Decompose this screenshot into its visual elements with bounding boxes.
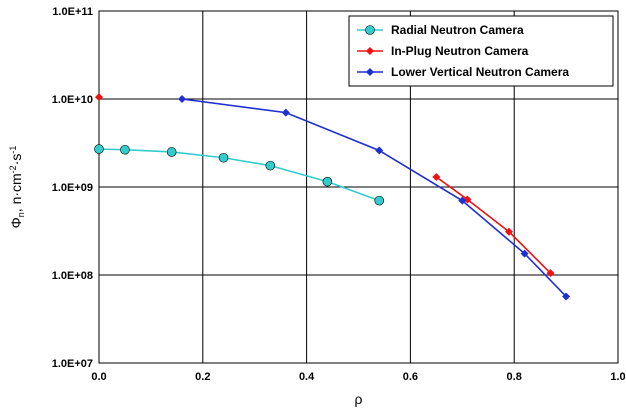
legend-item-radial-neutron-camera: Radial Neutron Camera (357, 23, 524, 37)
series-radial-neutron-camera-point (218, 152, 229, 163)
series-lower-vertical-neutron-camera-point (178, 95, 187, 103)
y-axis-title-part: ·s (8, 154, 24, 166)
series-in-plug-neutron-camera-point (505, 227, 514, 236)
y-axis-title-part: Φ (8, 217, 24, 228)
x-tick-label: 1.0 (610, 371, 625, 383)
series-radial-neutron-camera-point (265, 160, 276, 171)
y-axis-title-part: n (16, 212, 26, 217)
x-tick-label: 0.4 (299, 371, 315, 383)
legend-item-in-plug-neutron-camera: In-Plug Neutron Camera (357, 44, 529, 58)
series-lower-vertical-neutron-camera-line (181, 98, 567, 298)
x-tick-label: 0.8 (507, 371, 522, 383)
y-axis-title-part: -2 (8, 165, 18, 173)
legend-label: Radial Neutron Camera (391, 23, 524, 37)
series-lower-vertical-neutron-camera-point (375, 146, 384, 155)
y-tick-label: 1.0E+10 (52, 94, 93, 106)
legend-box (348, 15, 614, 87)
series-lower-vertical-neutron-camera-point (458, 196, 467, 205)
series-lower-vertical-neutron-camera-point (520, 249, 529, 258)
series-radial-neutron-camera-point (374, 195, 385, 206)
series-radial-neutron-camera-point (322, 176, 333, 187)
x-tick-label: 0.0 (91, 371, 106, 383)
series-in-plug-neutron-camera-line (435, 176, 552, 274)
legend-label: In-Plug Neutron Camera (391, 44, 529, 58)
legend-swatch-point (366, 47, 374, 55)
y-tick-label: 1.0E+08 (52, 270, 93, 282)
legend-item-lower-vertical-neutron-camera: Lower Vertical Neutron Camera (357, 65, 569, 79)
x-axis-title: ρ (355, 391, 363, 407)
x-tick-label: 0.2 (195, 371, 210, 383)
series-radial-neutron-camera-point (166, 147, 177, 157)
y-axis-title-part: , n·cm (8, 173, 24, 212)
series-in-plug-neutron-camera-point (432, 172, 441, 181)
series-layer (94, 93, 571, 301)
series-radial-neutron-camera-point (94, 144, 104, 154)
series-lower-vertical-neutron-camera (178, 95, 571, 301)
legend-swatch-point (365, 25, 375, 35)
series-lower-vertical-neutron-camera-point (281, 108, 290, 117)
series-in-plug-neutron-camera-point (95, 93, 103, 102)
x-tick-labels: 0.0 0.2 0.4 0.6 0.8 1.0 (91, 371, 625, 383)
series-in-plug-neutron-camera (95, 93, 555, 278)
series-in-plug-neutron-camera-point (463, 195, 472, 204)
legend: Radial Neutron Camera In-Plug Neutron Cam… (348, 15, 614, 87)
y-tick-label: 1.0E+07 (52, 358, 93, 370)
series-in-plug-neutron-camera-point (546, 269, 555, 278)
series-lower-vertical-neutron-camera-point (562, 292, 571, 301)
y-axis-title-part: -1 (8, 146, 18, 154)
x-tick-label: 0.6 (403, 371, 418, 383)
y-tick-label: 1.0E+11 (52, 6, 93, 18)
y-tick-label: 1.0E+09 (52, 182, 93, 194)
y-tick-labels: 1.0E+07 1.0E+08 1.0E+09 1.0E+10 1.0E+11 (52, 6, 93, 370)
legend-label: Lower Vertical Neutron Camera (391, 65, 569, 79)
legend-swatch-point (366, 68, 374, 76)
y-axis-title: Φn, n·cm-2·s-1 (8, 146, 26, 229)
series-radial-neutron-camera-point (120, 144, 130, 155)
series-radial-neutron-camera (94, 144, 385, 206)
